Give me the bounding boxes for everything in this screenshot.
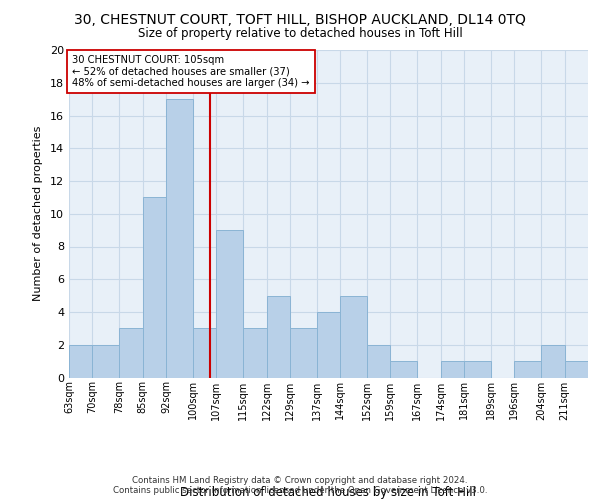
Bar xyxy=(166,99,193,377)
Bar xyxy=(541,345,565,378)
Text: 30 CHESTNUT COURT: 105sqm
← 52% of detached houses are smaller (37)
48% of semi-: 30 CHESTNUT COURT: 105sqm ← 52% of detac… xyxy=(73,55,310,88)
Bar xyxy=(119,328,143,378)
Bar xyxy=(440,361,464,378)
Bar xyxy=(391,361,417,378)
Bar xyxy=(290,328,317,378)
Text: 30, CHESTNUT COURT, TOFT HILL, BISHOP AUCKLAND, DL14 0TQ: 30, CHESTNUT COURT, TOFT HILL, BISHOP AU… xyxy=(74,12,526,26)
Bar xyxy=(92,345,119,378)
Bar xyxy=(565,361,588,378)
Bar xyxy=(217,230,243,378)
Y-axis label: Number of detached properties: Number of detached properties xyxy=(33,126,43,302)
Bar xyxy=(340,296,367,378)
Text: Size of property relative to detached houses in Toft Hill: Size of property relative to detached ho… xyxy=(137,28,463,40)
Bar xyxy=(464,361,491,378)
Bar xyxy=(266,296,290,378)
Text: Contains HM Land Registry data © Crown copyright and database right 2024.
Contai: Contains HM Land Registry data © Crown c… xyxy=(113,476,487,495)
Bar xyxy=(193,328,217,378)
X-axis label: Distribution of detached houses by size in Toft Hill: Distribution of detached houses by size … xyxy=(181,486,476,500)
Bar xyxy=(317,312,340,378)
Bar xyxy=(243,328,266,378)
Bar xyxy=(143,198,166,378)
Bar xyxy=(69,345,92,378)
Bar xyxy=(367,345,391,378)
Bar xyxy=(514,361,541,378)
